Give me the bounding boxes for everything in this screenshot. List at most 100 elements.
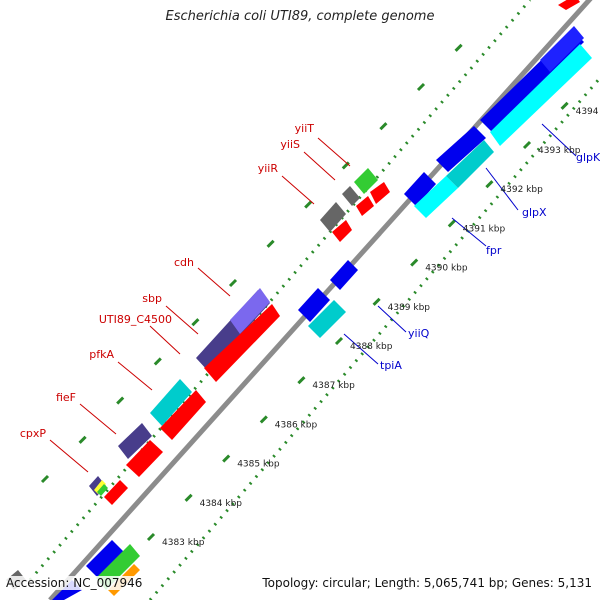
tick-mark	[259, 415, 268, 424]
gene-feature[interactable]	[370, 182, 390, 204]
gene-feature[interactable]	[94, 480, 106, 494]
leader-line	[117, 361, 153, 391]
inner-major-ticks	[146, 101, 569, 542]
tick-mark	[416, 82, 426, 92]
gene-label[interactable]: glpK	[576, 151, 600, 164]
gene-label[interactable]: cpxP	[20, 427, 47, 440]
gene-feature[interactable]	[404, 172, 436, 206]
backbone	[48, 0, 593, 600]
gene-feature[interactable]	[298, 288, 330, 322]
gene-label[interactable]: cdh	[174, 256, 194, 269]
tick-mark	[304, 200, 313, 209]
gene-feature[interactable]	[104, 480, 128, 505]
leader-line	[451, 217, 487, 247]
leader-line	[149, 325, 181, 355]
gene-label[interactable]: UTI89_C4500	[99, 313, 172, 326]
tick-mark	[40, 474, 50, 484]
gene-feature[interactable]	[414, 176, 458, 218]
outer-major-ticks	[40, 43, 463, 484]
tick-mark	[334, 336, 344, 346]
outer-tick-ring	[28, 0, 532, 581]
tick-label: 4386 kbp	[275, 420, 318, 430]
gene-feature[interactable]	[330, 260, 358, 290]
tick-labels: 4383 kbp 4384 kbp 4385 kbp 4386 kbp 4387 kbp…	[162, 107, 600, 548]
tick-mark	[560, 101, 569, 110]
leader-lines-reverse	[343, 123, 577, 365]
tick-mark	[485, 180, 494, 189]
gene-feature[interactable]	[204, 304, 280, 382]
gene-feature[interactable]	[354, 168, 378, 194]
gene-feature[interactable]	[490, 44, 592, 146]
leader-line	[303, 151, 336, 181]
gene-feature[interactable]	[558, 0, 580, 10]
gene-feature[interactable]	[126, 440, 163, 477]
tick-label: 4392 kbp	[500, 185, 543, 195]
tick-label: 4389 kbp	[388, 303, 431, 313]
gene-feature[interactable]	[118, 423, 152, 459]
leader-line	[317, 137, 351, 167]
tick-label: 4388 kbp	[350, 342, 393, 352]
gene-label[interactable]: yiiR	[258, 162, 279, 175]
leader-line	[485, 167, 519, 211]
tick-mark	[522, 140, 532, 150]
tick-mark	[222, 454, 231, 463]
gene-label[interactable]: tpiA	[380, 359, 402, 372]
gene-feature[interactable]	[436, 126, 486, 172]
gene-label[interactable]: fieF	[56, 391, 76, 404]
gene-feature[interactable]	[356, 196, 374, 216]
tick-mark	[116, 396, 125, 405]
leader-line	[197, 267, 231, 297]
gene-label[interactable]: yiiS	[280, 138, 300, 151]
tick-mark	[454, 43, 463, 52]
tick-label: 4384 kbp	[200, 499, 243, 509]
leader-line	[343, 333, 379, 365]
page-title: Escherichia coli UTI89, complete genome	[165, 9, 435, 24]
leader-line	[281, 175, 315, 205]
leader-line	[79, 403, 117, 435]
gene-label[interactable]: yiiT	[295, 122, 315, 135]
tick-label: 4385 kbp	[237, 460, 280, 470]
gene-feature[interactable]	[160, 390, 206, 440]
gene-label[interactable]: yiiQ	[408, 327, 430, 340]
gene-feature[interactable]	[342, 186, 360, 206]
gene-label[interactable]: pfkA	[89, 348, 114, 361]
gene-feature[interactable]	[446, 140, 494, 188]
gene-feature[interactable]	[230, 288, 270, 334]
genome-summary: Topology: circular; Length: 5,065,741 bp…	[262, 576, 592, 590]
tick-mark	[228, 278, 238, 288]
tick-mark	[191, 318, 200, 327]
tick-label: 4394 kbp	[576, 107, 600, 117]
tick-mark	[410, 258, 419, 267]
tick-label: 4387 kbp	[312, 381, 355, 391]
gene-feature[interactable]	[97, 484, 108, 496]
gene-label[interactable]: glpX	[522, 206, 547, 219]
gene-feature[interactable]	[332, 220, 352, 242]
reverse-labels: glpK glpX fpr yiiQ tpiA	[380, 151, 600, 372]
leader-lines	[49, 137, 351, 473]
gene-feature[interactable]	[320, 202, 346, 232]
leader-line	[377, 305, 407, 333]
tick-mark	[78, 435, 87, 444]
tick-label: 4383 kbp	[162, 538, 205, 548]
gene-feature[interactable]	[540, 26, 584, 72]
gene-feature[interactable]	[86, 540, 124, 578]
leader-line	[49, 439, 89, 473]
gene-feature[interactable]	[150, 379, 192, 426]
gene-label[interactable]: sbp	[142, 292, 162, 305]
leader-line	[541, 123, 577, 157]
tick-mark	[297, 376, 306, 385]
accession-text: Accession: NC_007946	[6, 576, 143, 590]
tick-mark	[379, 122, 388, 131]
tick-label: 4390 kbp	[425, 264, 468, 274]
tick-mark	[447, 219, 456, 228]
tick-mark	[153, 357, 162, 366]
tick-mark	[372, 297, 381, 306]
gene-feature[interactable]	[308, 300, 346, 338]
tick-label: 4391 kbp	[463, 224, 506, 234]
forward-features	[6, 0, 580, 590]
gene-label[interactable]: fpr	[486, 244, 502, 257]
tick-mark	[146, 532, 156, 542]
forward-labels: yiiT yiiS yiiR cdh sbp UTI89_C4500 pfkA …	[20, 122, 314, 440]
leader-line	[165, 305, 199, 335]
